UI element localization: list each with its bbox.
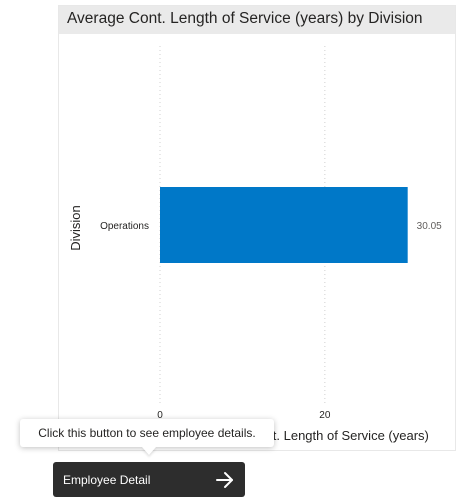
x-tick-label: 0 — [157, 410, 163, 421]
chart-title: Average Cont. Length of Service (years) … — [67, 10, 423, 27]
tooltip-text: Click this button to see employee detail… — [38, 426, 256, 440]
x-tick-label: 20 — [319, 410, 331, 421]
y-category-label: Operations — [100, 221, 149, 232]
card-header: Average Cont. Length of Service (years) … — [59, 6, 455, 34]
bar-operations — [160, 187, 408, 263]
tooltip: Click this button to see employee detail… — [20, 419, 274, 447]
arrow-right-icon — [216, 471, 233, 488]
chart-card: Average Cont. Length of Service (years) … — [58, 5, 456, 451]
employee-detail-button[interactable]: Employee Detail — [53, 462, 245, 497]
data-label: 30.05 — [417, 221, 442, 232]
y-axis-title: Division — [68, 205, 83, 251]
employee-detail-label: Employee Detail — [63, 472, 151, 487]
tooltip-arrow — [142, 447, 156, 455]
